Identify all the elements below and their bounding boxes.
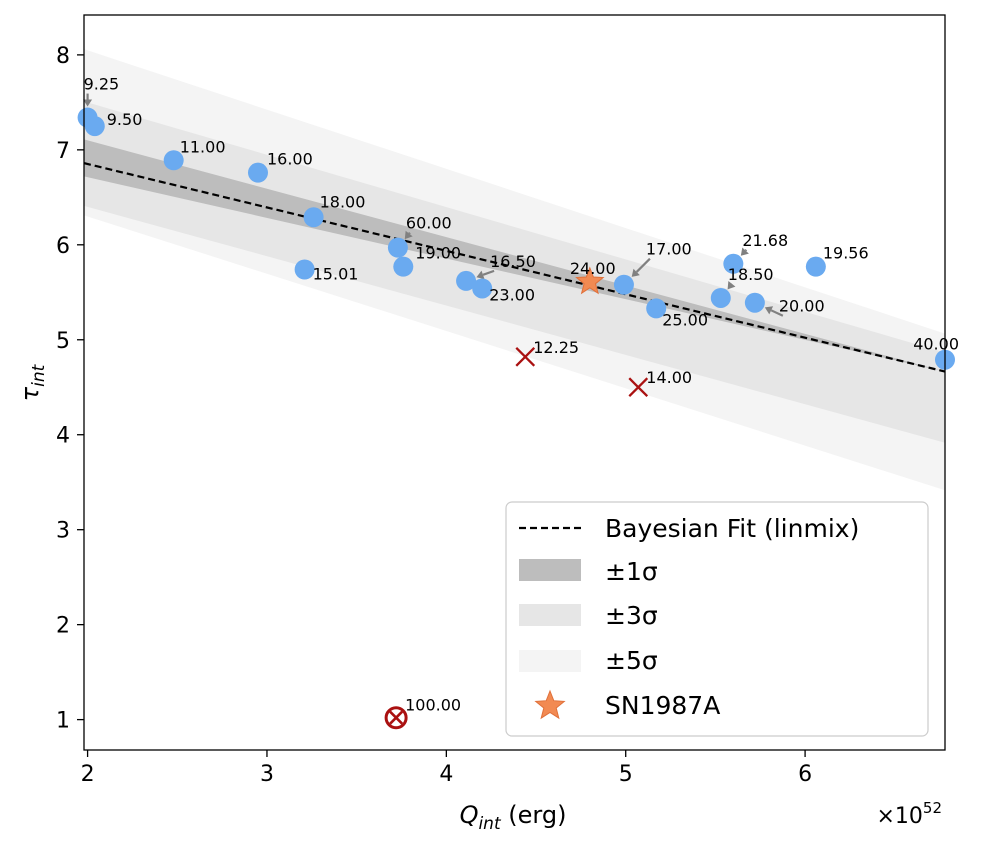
point-label-9-50: 9.50 <box>107 110 143 129</box>
point-label-15-01: 15.01 <box>313 264 359 283</box>
point-label-18-00: 18.00 <box>320 192 366 211</box>
arrow-20-00 <box>764 306 784 317</box>
point-9-50 <box>84 116 105 137</box>
point-15-01 <box>294 259 315 280</box>
y-tick-label-6: 6 <box>56 234 70 259</box>
legend-3sigma-swatch <box>519 604 581 626</box>
x-tick-label-3: 3 <box>260 762 274 787</box>
arrow-60-00 <box>404 230 413 240</box>
legend-1sigma-swatch <box>519 559 581 581</box>
label-arrows <box>83 93 784 317</box>
point-label-21-68: 21.68 <box>742 231 788 250</box>
legend-1sigma-label: ±1σ <box>605 557 658 586</box>
point-17-00 <box>613 274 634 295</box>
bayesian-fit-line <box>84 162 945 373</box>
axis-ticks: 2 3 4 5 6 1 2 3 4 5 6 7 8 <box>56 44 812 787</box>
point-20-00 <box>744 292 765 313</box>
point-23-00 <box>472 278 493 299</box>
point-label-100-00: 100.00 <box>405 696 461 715</box>
x-axis-label: Qint (erg) <box>460 801 567 834</box>
y-axis-label: τint <box>16 363 49 401</box>
arrow-16-50 <box>476 269 495 280</box>
y-tick-label-7: 7 <box>56 139 70 164</box>
legend-fit-label: Bayesian Fit (linmix) <box>605 514 859 543</box>
point-label-18-50: 18.50 <box>728 265 774 284</box>
point-21-68 <box>723 253 744 274</box>
legend-star-icon <box>534 689 566 720</box>
point-label-25-00: 25.00 <box>662 310 708 329</box>
x-tick-label-5: 5 <box>619 762 633 787</box>
arrow-18-50 <box>727 281 736 290</box>
x-tick-label-2: 2 <box>81 762 95 787</box>
point-labels: 9.25 9.50 11.00 16.00 18.00 60.00 19.00 15.01 16… <box>84 75 959 715</box>
point-25-00 <box>646 298 667 319</box>
point-18-50 <box>710 287 731 308</box>
point-19-56 <box>805 256 826 277</box>
point-16-00 <box>247 162 268 183</box>
point-label-19-56: 19.56 <box>823 244 869 263</box>
point-sn1987a <box>575 266 605 295</box>
point-label-20-00: 20.00 <box>779 297 825 316</box>
plot-frame <box>83 14 946 751</box>
y-tick-label-4: 4 <box>56 424 70 449</box>
point-label-60-00: 60.00 <box>406 214 452 233</box>
point-11-00 <box>163 150 184 171</box>
arrow-17-00 <box>631 257 651 277</box>
x-axis-multiplier: ×1052 <box>876 799 942 829</box>
point-19-00 <box>393 256 414 277</box>
legend-3sigma-label: ±3σ <box>605 601 658 630</box>
y-tick-label-5: 5 <box>56 329 70 354</box>
y-tick-label-1: 1 <box>56 709 70 734</box>
y-tick-label-3: 3 <box>56 519 70 544</box>
y-tick-label-8: 8 <box>56 44 70 69</box>
point-label-23-00: 23.00 <box>489 285 535 304</box>
point-label-14-00: 14.00 <box>646 368 692 387</box>
point-label-11-00: 11.00 <box>180 137 226 156</box>
point-label-12-25: 12.25 <box>533 338 579 357</box>
legend-5sigma-label: ±5σ <box>605 646 658 675</box>
data-points <box>77 107 955 730</box>
legend-box <box>505 501 929 737</box>
point-label-24-00: 24.00 <box>570 259 616 278</box>
point-label-9-25: 9.25 <box>84 75 120 94</box>
arrow-21-68 <box>740 247 749 256</box>
point-label-16-50: 16.50 <box>490 252 536 271</box>
point-outlier-100-00 <box>384 706 408 730</box>
legend: Bayesian Fit (linmix) ±1σ ±3σ ±5σ SN1987… <box>505 501 929 737</box>
point-x-12-25 <box>515 347 536 367</box>
point-x-14-00 <box>628 377 649 398</box>
band--1- <box>84 139 945 372</box>
point-label-19-00: 19.00 <box>415 244 461 263</box>
x-tick-label-4: 4 <box>439 762 453 787</box>
point-label-17-00: 17.00 <box>646 240 692 259</box>
y-tick-label-2: 2 <box>56 614 70 639</box>
x-tick-label-6: 6 <box>798 762 812 787</box>
arrow-9-25 <box>83 93 93 107</box>
point-18-00 <box>303 207 324 228</box>
point-16-50 <box>456 270 477 291</box>
point-60-00 <box>387 237 408 258</box>
point-label-16-00: 16.00 <box>267 150 313 169</box>
legend-sn1987a-label: SN1987A <box>605 691 720 720</box>
confidence-bands <box>84 49 945 491</box>
legend-5sigma-swatch <box>519 650 581 672</box>
point-label-40-00: 40.00 <box>913 335 959 354</box>
